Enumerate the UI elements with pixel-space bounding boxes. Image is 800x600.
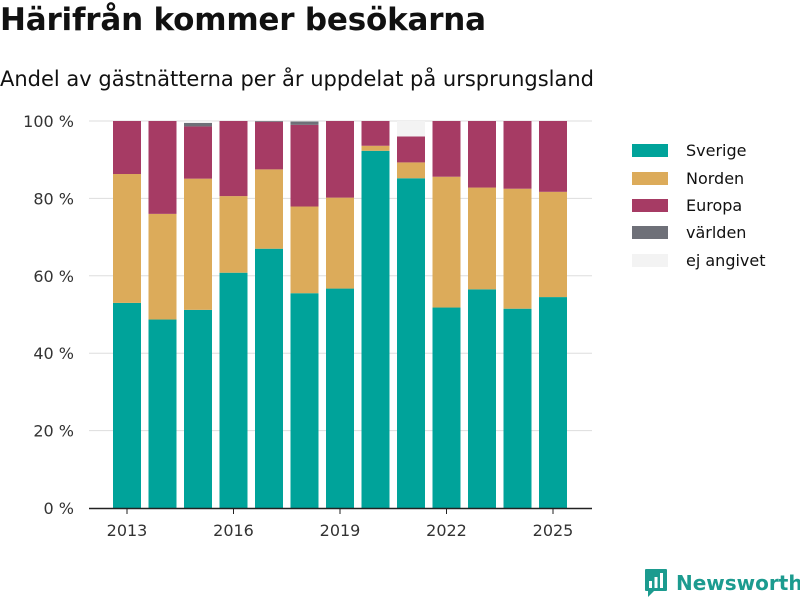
bar-segment-2023-2 <box>468 121 496 188</box>
legend-swatch-ej-angivet <box>632 253 668 267</box>
bar-segment-2021-2 <box>397 136 425 163</box>
bar-segment-2014-2 <box>148 121 177 214</box>
bar-segment-2018-3 <box>290 121 319 125</box>
bar-segment-2025-0 <box>539 297 567 508</box>
x-tick-label: 2019 <box>320 521 361 540</box>
bar-segment-2021-0 <box>397 178 425 508</box>
legend-item-norden: Norden <box>632 164 766 191</box>
bar-segment-2015-1 <box>184 178 212 310</box>
bar-segment-2024-2 <box>503 121 532 189</box>
y-tick-label: 60 % <box>33 267 74 286</box>
bar-segment-2023-1 <box>468 187 496 290</box>
bar-segment-2017-0 <box>255 248 283 508</box>
bar-segment-2017-2 <box>255 121 283 170</box>
bar-segment-2024-0 <box>503 308 532 508</box>
bar-segment-2018-2 <box>290 124 319 207</box>
bar-segment-2019-2 <box>326 121 354 198</box>
legend-swatch-sverige <box>632 144 668 158</box>
bar-segment-2015-2 <box>184 126 212 179</box>
legend-item-ej-angivet: ej angivet <box>632 247 766 274</box>
bar-segment-2018-1 <box>290 206 319 294</box>
legend-swatch-varlden <box>632 226 668 240</box>
chart-title: Härifrån kommer besökarna <box>0 2 486 38</box>
x-tick-label: 2013 <box>107 521 148 540</box>
legend: Sverige Norden Europa världen ej angivet <box>632 137 766 274</box>
bar-segment-2020-1 <box>361 145 390 151</box>
axes: 0 % 20 % 40 % 60 % 80 % 100 % 2013 2016 2019 2022… <box>23 112 592 540</box>
y-tick-label: 80 % <box>33 189 74 208</box>
bar-segment-2022-1 <box>432 176 461 308</box>
bar-segment-2019-0 <box>326 288 354 508</box>
x-tick-label: 2022 <box>426 521 467 540</box>
x-tick-label: 2016 <box>213 521 254 540</box>
bar-segment-2017-1 <box>255 169 283 249</box>
bar-segment-2019-1 <box>326 197 354 289</box>
bar-segment-2022-2 <box>432 121 461 177</box>
legend-swatch-norden <box>632 171 668 185</box>
y-tick-label: 20 % <box>33 422 74 441</box>
legend-item-varlden: världen <box>632 219 766 246</box>
bar-segment-2018-0 <box>290 293 319 508</box>
legend-label-norden: Norden <box>686 168 745 188</box>
bar-segment-2014-0 <box>148 319 177 508</box>
bar-segment-2013-0 <box>113 302 141 508</box>
bar-segment-2016-2 <box>219 121 248 197</box>
y-tick-label: 100 % <box>23 112 74 131</box>
legend-label-ej-angivet: ej angivet <box>686 250 766 270</box>
bar-segment-2013-2 <box>113 121 141 175</box>
legend-label-europa: Europa <box>686 195 743 215</box>
bar-segment-2021-4 <box>397 121 425 137</box>
chart-subtitle: Andel av gästnätterna per år uppdelat på… <box>0 67 594 91</box>
bars <box>113 121 567 508</box>
newsworthy-logo-icon <box>645 569 667 597</box>
bar-segment-2013-1 <box>113 174 141 303</box>
bar-segment-2015-0 <box>184 309 212 508</box>
legend-label-sverige: Sverige <box>686 141 747 161</box>
legend-item-sverige: Sverige <box>632 137 766 164</box>
bar-segment-2016-1 <box>219 196 248 273</box>
bar-segment-2014-1 <box>148 213 177 320</box>
bar-segment-2015-4 <box>184 121 212 123</box>
legend-item-europa: Europa <box>632 192 766 219</box>
newsworthy-logo-text: Newsworthy <box>676 571 800 595</box>
bar-segment-2021-1 <box>397 162 425 179</box>
legend-label-varlden: världen <box>686 223 747 243</box>
bar-segment-2020-2 <box>361 121 390 146</box>
legend-swatch-europa <box>632 198 668 212</box>
bar-segment-2023-0 <box>468 289 496 508</box>
bar-segment-2020-0 <box>361 150 390 508</box>
bar-segment-2016-0 <box>219 272 248 508</box>
bar-segment-2015-3 <box>184 122 212 127</box>
bar-segment-2022-0 <box>432 307 461 508</box>
y-tick-label: 40 % <box>33 344 74 363</box>
bar-segment-2024-1 <box>503 188 532 309</box>
bar-segment-2025-2 <box>539 121 567 192</box>
y-tick-label: 0 % <box>44 499 74 518</box>
bar-segment-2017-3 <box>255 121 283 122</box>
x-tick-label: 2025 <box>533 521 574 540</box>
bar-segment-2025-1 <box>539 191 567 298</box>
newsworthy-logo: Newsworthy <box>644 568 800 598</box>
